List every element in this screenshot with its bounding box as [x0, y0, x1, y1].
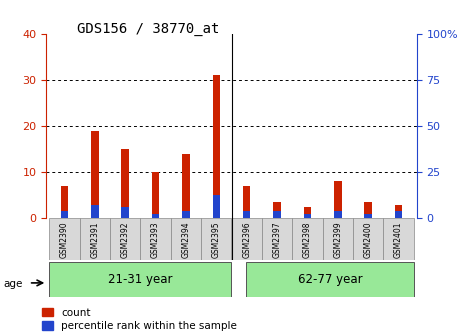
Bar — [182, 211, 190, 218]
Bar — [121, 149, 129, 218]
Bar — [61, 211, 69, 218]
Text: GSM2394: GSM2394 — [181, 222, 190, 258]
Bar — [152, 214, 159, 218]
Bar — [243, 186, 250, 218]
Bar — [50, 218, 80, 260]
Bar — [273, 211, 281, 218]
Text: GSM2392: GSM2392 — [121, 222, 130, 258]
Text: GSM2393: GSM2393 — [151, 222, 160, 258]
Text: age: age — [4, 279, 23, 289]
Bar — [323, 218, 353, 260]
Bar — [152, 172, 159, 218]
Bar — [140, 218, 171, 260]
Bar — [121, 207, 129, 218]
Bar — [50, 262, 231, 297]
Legend: count, percentile rank within the sample: count, percentile rank within the sample — [42, 308, 237, 331]
Bar — [304, 214, 311, 218]
Bar — [364, 202, 372, 218]
Bar — [394, 211, 402, 218]
Text: GSM2399: GSM2399 — [333, 222, 342, 258]
Bar — [232, 218, 262, 260]
Bar — [80, 218, 110, 260]
Text: GDS156 / 38770_at: GDS156 / 38770_at — [77, 22, 219, 36]
Bar — [304, 207, 311, 218]
Bar — [394, 205, 402, 218]
Bar — [171, 218, 201, 260]
Bar — [110, 218, 140, 260]
Bar — [334, 211, 342, 218]
Bar — [246, 262, 413, 297]
Bar — [383, 218, 413, 260]
Text: GSM2397: GSM2397 — [273, 222, 282, 258]
Bar — [91, 205, 99, 218]
Bar — [364, 214, 372, 218]
Bar — [353, 218, 383, 260]
Bar — [243, 211, 250, 218]
Bar — [262, 218, 292, 260]
Text: GSM2396: GSM2396 — [242, 222, 251, 258]
Text: GSM2400: GSM2400 — [363, 222, 373, 258]
Bar — [182, 154, 190, 218]
Bar — [213, 195, 220, 218]
Bar — [91, 131, 99, 218]
Bar — [273, 202, 281, 218]
Bar — [61, 186, 69, 218]
Text: GSM2395: GSM2395 — [212, 222, 221, 258]
Text: 62-77 year: 62-77 year — [298, 273, 363, 286]
Text: GSM2401: GSM2401 — [394, 222, 403, 258]
Bar — [292, 218, 323, 260]
Bar — [213, 75, 220, 218]
Bar — [334, 181, 342, 218]
Bar — [201, 218, 232, 260]
Text: GSM2391: GSM2391 — [90, 222, 100, 258]
Text: GSM2398: GSM2398 — [303, 222, 312, 258]
Text: GSM2390: GSM2390 — [60, 222, 69, 258]
Text: 21-31 year: 21-31 year — [108, 273, 173, 286]
